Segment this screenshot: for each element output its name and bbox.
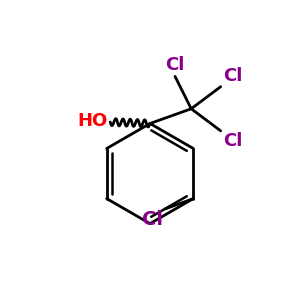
Text: HO: HO — [77, 112, 107, 130]
Text: Cl: Cl — [223, 132, 242, 150]
Text: Cl: Cl — [223, 67, 242, 85]
Text: Cl: Cl — [142, 210, 163, 230]
Text: Cl: Cl — [165, 56, 185, 74]
